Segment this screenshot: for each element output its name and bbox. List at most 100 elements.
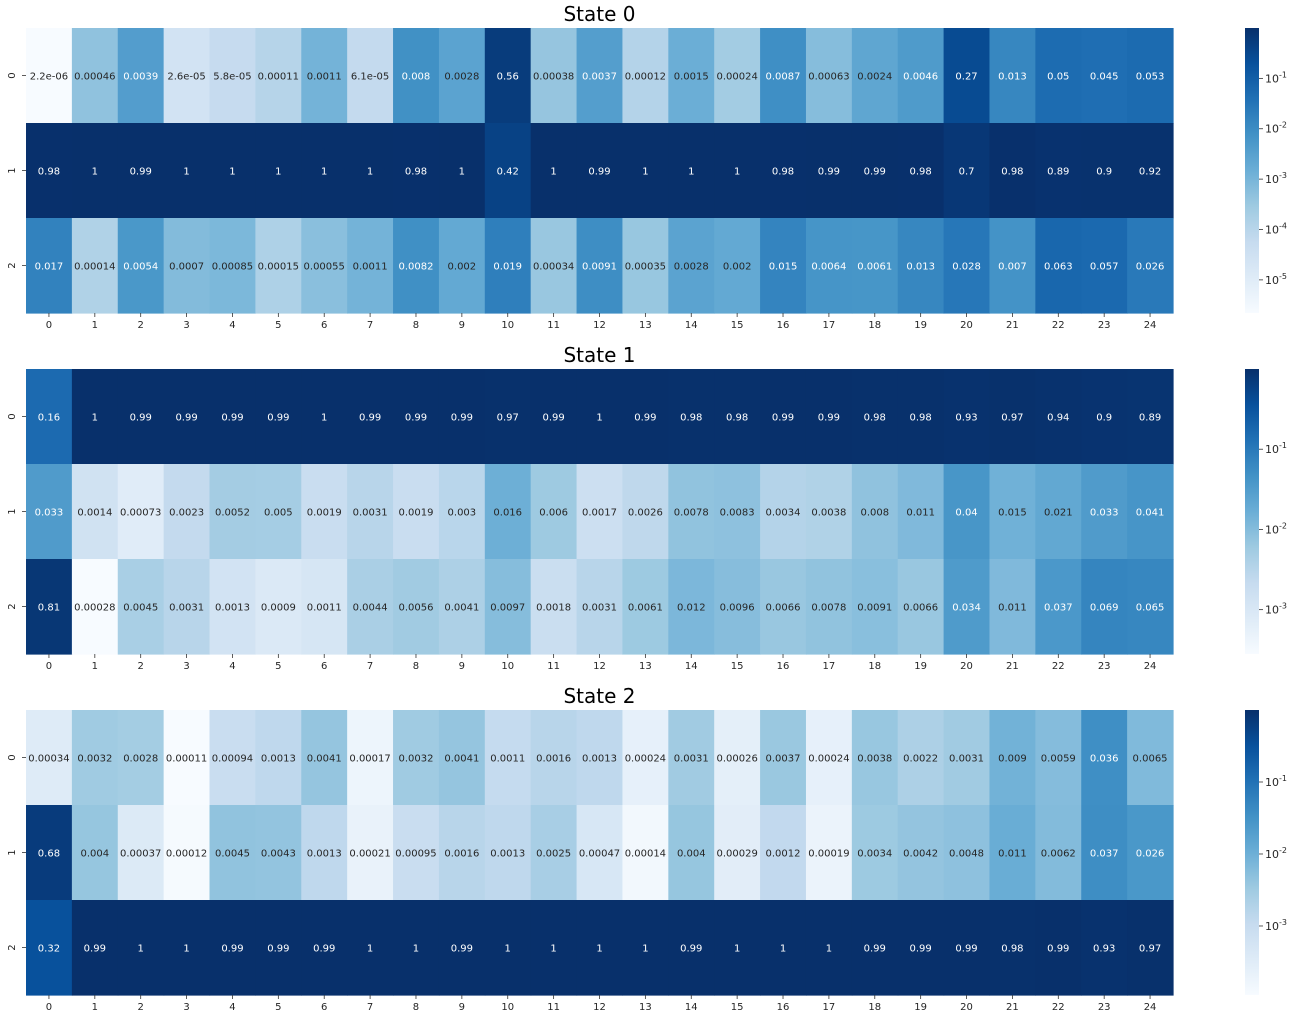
cell-label: 0.00024 bbox=[716, 72, 757, 83]
x-tick-label: 17 bbox=[823, 661, 836, 672]
cell-label: 2.6e-05 bbox=[167, 72, 205, 83]
cell-label: 0.93 bbox=[1093, 944, 1115, 955]
x-tick-label: 8 bbox=[413, 320, 419, 331]
cell-label: 1 bbox=[550, 944, 556, 955]
heatmap-cell bbox=[117, 710, 165, 806]
cell-label: 0.0011 bbox=[307, 72, 342, 83]
cell-label: 0.0037 bbox=[766, 754, 801, 765]
panel-title: State 1 bbox=[563, 343, 635, 367]
cell-label: 0.0065 bbox=[1133, 754, 1168, 765]
heatmap-cell bbox=[714, 28, 761, 124]
x-tick-label: 19 bbox=[914, 661, 927, 672]
heatmap-cell bbox=[163, 218, 211, 314]
x-tick-label: 0 bbox=[46, 320, 52, 331]
heatmap-cell bbox=[805, 900, 853, 996]
x-tick-label: 1 bbox=[92, 661, 98, 672]
cell-label: 0.065 bbox=[1136, 603, 1165, 614]
cell-label: 0.00024 bbox=[625, 754, 666, 765]
heatmap-cell bbox=[943, 900, 991, 996]
heatmap-cell bbox=[989, 218, 1036, 314]
cell-label: 0.0078 bbox=[811, 603, 846, 614]
heatmap-cell bbox=[117, 805, 165, 901]
heatmap-cell bbox=[163, 710, 211, 806]
cell-label: 0.0007 bbox=[169, 262, 204, 273]
cell-label: 0.00037 bbox=[120, 849, 161, 860]
cell-label: 0.42 bbox=[497, 167, 519, 178]
x-tick-label: 3 bbox=[183, 320, 189, 331]
heatmap-cell bbox=[71, 464, 119, 560]
cell-label: 0.069 bbox=[1090, 603, 1119, 614]
cell-label: 0.99 bbox=[1047, 944, 1069, 955]
colorbar-tick-label: 10-1 bbox=[1265, 441, 1287, 456]
heatmap-cell bbox=[851, 805, 899, 901]
heatmap-cell bbox=[163, 464, 211, 560]
heatmap-cell bbox=[117, 369, 165, 465]
heatmap-cell bbox=[714, 710, 761, 806]
cell-label: 0.98 bbox=[910, 167, 932, 178]
cell-label: 0.0046 bbox=[903, 72, 938, 83]
cell-label: 0.00047 bbox=[579, 849, 620, 860]
heatmap-cell bbox=[714, 369, 761, 465]
heatmap-cell bbox=[301, 710, 348, 806]
heatmap-cell bbox=[393, 369, 440, 465]
cell-label: 0.00015 bbox=[258, 262, 299, 273]
heatmap-cell bbox=[163, 805, 211, 901]
x-tick-label: 19 bbox=[914, 1002, 927, 1013]
heatmap-cell bbox=[1081, 464, 1128, 560]
heatmap-cell bbox=[530, 464, 578, 560]
cell-label: 0.89 bbox=[1047, 167, 1069, 178]
heatmap-cell bbox=[1035, 900, 1082, 996]
heatmap-cell bbox=[209, 123, 256, 219]
cell-label: 0.99 bbox=[818, 167, 840, 178]
x-tick-label: 23 bbox=[1098, 320, 1111, 331]
cell-label: 0.16 bbox=[38, 413, 60, 424]
cell-label: 0.0041 bbox=[307, 754, 342, 765]
cell-label: 1 bbox=[596, 413, 602, 424]
heatmap-cell bbox=[943, 559, 991, 655]
cell-label: 0.97 bbox=[1001, 413, 1023, 424]
x-tick-label: 21 bbox=[1006, 1002, 1019, 1013]
heatmap-cell bbox=[760, 805, 807, 901]
heatmap-cell bbox=[301, 805, 348, 901]
x-tick-label: 11 bbox=[547, 661, 560, 672]
heatmap-cell bbox=[943, 464, 991, 560]
y-tick-label: 2 bbox=[7, 603, 18, 609]
cell-label: 0.00046 bbox=[74, 72, 115, 83]
cell-label: 0.00011 bbox=[258, 72, 299, 83]
heatmap-cell bbox=[438, 28, 486, 124]
x-tick-label: 18 bbox=[868, 1002, 881, 1013]
colorbar-tick-label: 10-4 bbox=[1265, 221, 1287, 236]
cell-label: 0.0061 bbox=[857, 262, 892, 273]
cell-label: 0.0028 bbox=[123, 754, 158, 765]
cell-label: 1 bbox=[321, 167, 327, 178]
cell-label: 0.0034 bbox=[766, 508, 801, 519]
heatmap-cell bbox=[851, 559, 899, 655]
cell-label: 0.97 bbox=[497, 413, 519, 424]
x-tick-label: 12 bbox=[593, 1002, 606, 1013]
heatmap-cell bbox=[438, 559, 486, 655]
heatmap-cell bbox=[576, 559, 624, 655]
heatmap-cell bbox=[255, 28, 302, 124]
heatmap-cell bbox=[347, 805, 394, 901]
colorbar-tick-label: 10-2 bbox=[1265, 121, 1287, 136]
heatmap-cell bbox=[163, 28, 211, 124]
cell-label: 0.89 bbox=[1139, 413, 1161, 424]
cell-label: 0.0032 bbox=[77, 754, 112, 765]
heatmap-cell bbox=[26, 805, 73, 901]
heatmap-cell bbox=[393, 900, 440, 996]
x-tick-label: 8 bbox=[413, 661, 419, 672]
cell-label: 0.27 bbox=[955, 72, 977, 83]
x-tick-label: 12 bbox=[593, 661, 606, 672]
heatmap-cell bbox=[897, 464, 945, 560]
heatmap-cell bbox=[989, 123, 1036, 219]
heatmap-cell bbox=[1127, 28, 1174, 124]
cell-label: 0.007 bbox=[998, 262, 1027, 273]
heatmap-cell bbox=[576, 710, 624, 806]
cell-label: 0.009 bbox=[998, 754, 1027, 765]
cell-label: 0.98 bbox=[38, 167, 60, 178]
heatmap-cell bbox=[989, 559, 1036, 655]
cell-label: 1 bbox=[183, 944, 189, 955]
cell-label: 0.99 bbox=[451, 944, 473, 955]
cell-label: 0.0044 bbox=[353, 603, 388, 614]
